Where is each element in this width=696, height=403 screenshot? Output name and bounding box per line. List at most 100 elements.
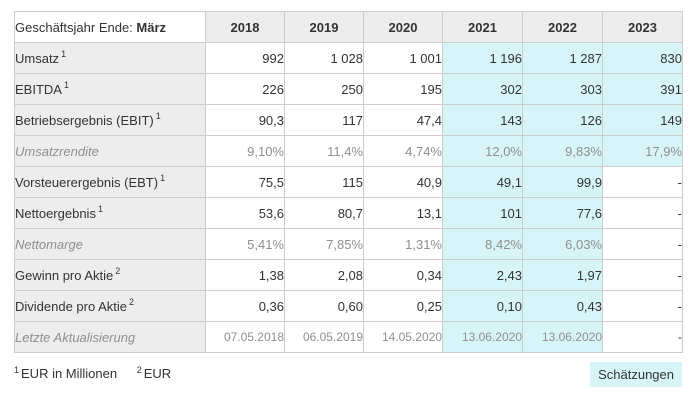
cell-2022: 99,9 xyxy=(522,166,603,198)
cell-2022: 9,83% xyxy=(522,135,603,167)
cell-2018: 9,10% xyxy=(205,135,285,167)
cell-2020: 195 xyxy=(363,73,443,105)
cell-2023: - xyxy=(602,321,683,353)
estimates-badge: Schätzungen xyxy=(590,362,682,387)
cell-2021: 49,1 xyxy=(442,166,523,198)
cell-2022: 1 287 xyxy=(522,42,603,74)
footnote-2-marker: 2 xyxy=(136,364,142,375)
row-label: Betriebsergebnis (EBIT) 1 xyxy=(14,104,206,136)
cell-2023: - xyxy=(602,166,683,198)
row-label-text: Umsatzrendite xyxy=(15,143,99,159)
cell-2023: 391 xyxy=(602,73,683,105)
cell-2021: 143 xyxy=(442,104,523,136)
cell-2019: 115 xyxy=(284,166,364,198)
cell-2021: 8,42% xyxy=(442,228,523,260)
year-header-2023: 2023 xyxy=(602,11,683,43)
table-row: Umsatzrendite 9,10% 11,4% 4,74% 12,0% 9,83% 17… xyxy=(14,135,683,167)
row-label-text: Letzte Aktualisierung xyxy=(15,329,136,345)
row-label: Nettoergebnis 1 xyxy=(14,197,206,229)
year-header-2018: 2018 xyxy=(205,11,285,43)
footnote-1-text: EUR in Millionen xyxy=(21,366,118,381)
cell-2019: 2,08 xyxy=(284,259,364,291)
cell-2020: 1 001 xyxy=(363,42,443,74)
row-label: Dividende pro Aktie 2 xyxy=(14,290,206,322)
cell-2021: 0,10 xyxy=(442,290,523,322)
cell-2022: 77,6 xyxy=(522,197,603,229)
cell-2020: 40,9 xyxy=(363,166,443,198)
row-label-text: Gewinn pro Aktie xyxy=(15,267,114,283)
row-label-text: Betriebsergebnis (EBIT) xyxy=(15,112,154,128)
row-label-text: Umsatz xyxy=(15,50,60,66)
cell-2018: 992 xyxy=(205,42,285,74)
cell-2019: 7,85% xyxy=(284,228,364,260)
cell-2020: 14.05.2020 xyxy=(363,321,443,353)
row-label: Nettomarge xyxy=(14,228,206,260)
footnote-ref: 1 xyxy=(155,111,161,122)
cell-2023: - xyxy=(602,290,683,322)
cell-2021: 302 xyxy=(442,73,523,105)
table-row: Dividende pro Aktie 2 0,36 0,60 0,25 0,10 0,43… xyxy=(14,290,683,322)
footnote-ref: 2 xyxy=(115,266,121,277)
table-header-row: Geschäftsjahr Ende: März 2018 2019 2020 202… xyxy=(14,11,683,43)
table-row: EBITDA 1 226 250 195 302 303 391 xyxy=(14,73,683,105)
cell-2019: 06.05.2019 xyxy=(284,321,364,353)
footnote-1: 1 EUR in Millionen xyxy=(14,365,118,381)
cell-2018: 1,38 xyxy=(205,259,285,291)
cell-2019: 1 028 xyxy=(284,42,364,74)
cell-2022: 126 xyxy=(522,104,603,136)
cell-2023: 17,9% xyxy=(602,135,683,167)
fiscal-year-end-label: Geschäftsjahr Ende: März xyxy=(14,11,206,43)
cell-2020: 4,74% xyxy=(363,135,443,167)
cell-2022: 6,03% xyxy=(522,228,603,260)
table-row: Letzte Aktualisierung 07.05.2018 06.05.201… xyxy=(14,321,683,353)
cell-2022: 0,43 xyxy=(522,290,603,322)
footnote-2: 2 EUR xyxy=(136,364,171,381)
cell-2020: 47,4 xyxy=(363,104,443,136)
cell-2018: 53,6 xyxy=(205,197,285,229)
cell-2018: 75,5 xyxy=(205,166,285,198)
table-row: Nettomarge 5,41% 7,85% 1,31% 8,42% 6,03% - xyxy=(14,228,683,260)
cell-2018: 90,3 xyxy=(205,104,285,136)
year-header-2020: 2020 xyxy=(363,11,443,43)
cell-2021: 13.06.2020 xyxy=(442,321,523,353)
footnotes: 1 EUR in Millionen 2 EUR xyxy=(14,362,187,381)
cell-2018: 5,41% xyxy=(205,228,285,260)
table-row: Gewinn pro Aktie 2 1,38 2,08 0,34 2,43 1,97- xyxy=(14,259,683,291)
cell-2022: 303 xyxy=(522,73,603,105)
fiscal-year-end-prefix: Geschäftsjahr Ende: xyxy=(15,19,137,35)
cell-2020: 0,34 xyxy=(363,259,443,291)
cell-2023: 149 xyxy=(602,104,683,136)
table-row: Nettoergebnis 1 53,6 80,7 13,1 101 77,6- xyxy=(14,197,683,229)
cell-2021: 12,0% xyxy=(442,135,523,167)
cell-2019: 11,4% xyxy=(284,135,364,167)
financials-table-panel: Geschäftsjahr Ende: März 2018 2019 2020 202… xyxy=(14,11,683,387)
cell-2023: - xyxy=(602,197,683,229)
footnote-ref: 2 xyxy=(129,297,135,308)
row-label: Letzte Aktualisierung xyxy=(14,321,206,353)
cell-2020: 13,1 xyxy=(363,197,443,229)
cell-2019: 250 xyxy=(284,73,364,105)
row-label-text: EBITDA xyxy=(15,81,62,97)
footnote-ref: 1 xyxy=(97,204,103,215)
year-header-2022: 2022 xyxy=(522,11,603,43)
cell-2018: 07.05.2018 xyxy=(205,321,285,353)
table-row: Vorsteuerergebnis (EBT) 1 75,5 115 40,9 49,1 9… xyxy=(14,166,683,198)
cell-2021: 101 xyxy=(442,197,523,229)
table-body: Umsatz 1 992 1 028 1 001 1 196 1 287 830 EBITDA 1… xyxy=(14,42,683,353)
table-row: Umsatz 1 992 1 028 1 001 1 196 1 287 830 xyxy=(14,42,683,74)
row-label-text: Dividende pro Aktie xyxy=(15,298,128,314)
cell-2023: - xyxy=(602,259,683,291)
year-header-2021: 2021 xyxy=(442,11,523,43)
cell-2023: - xyxy=(602,228,683,260)
financials-table: Geschäftsjahr Ende: März 2018 2019 2020 202… xyxy=(14,11,683,353)
cell-2018: 0,36 xyxy=(205,290,285,322)
row-label-text: Nettomarge xyxy=(15,236,83,252)
table-footer-row: 1 EUR in Millionen 2 EUR Schätzungen xyxy=(14,362,682,387)
cell-2022: 13.06.2020 xyxy=(522,321,603,353)
row-label-text: Nettoergebnis xyxy=(15,205,96,221)
fiscal-year-end-month: März xyxy=(136,19,167,35)
footnote-ref: 1 xyxy=(63,80,69,91)
footnote-ref: 1 xyxy=(61,49,67,60)
footnote-ref: 1 xyxy=(160,173,166,184)
cell-2021: 2,43 xyxy=(442,259,523,291)
